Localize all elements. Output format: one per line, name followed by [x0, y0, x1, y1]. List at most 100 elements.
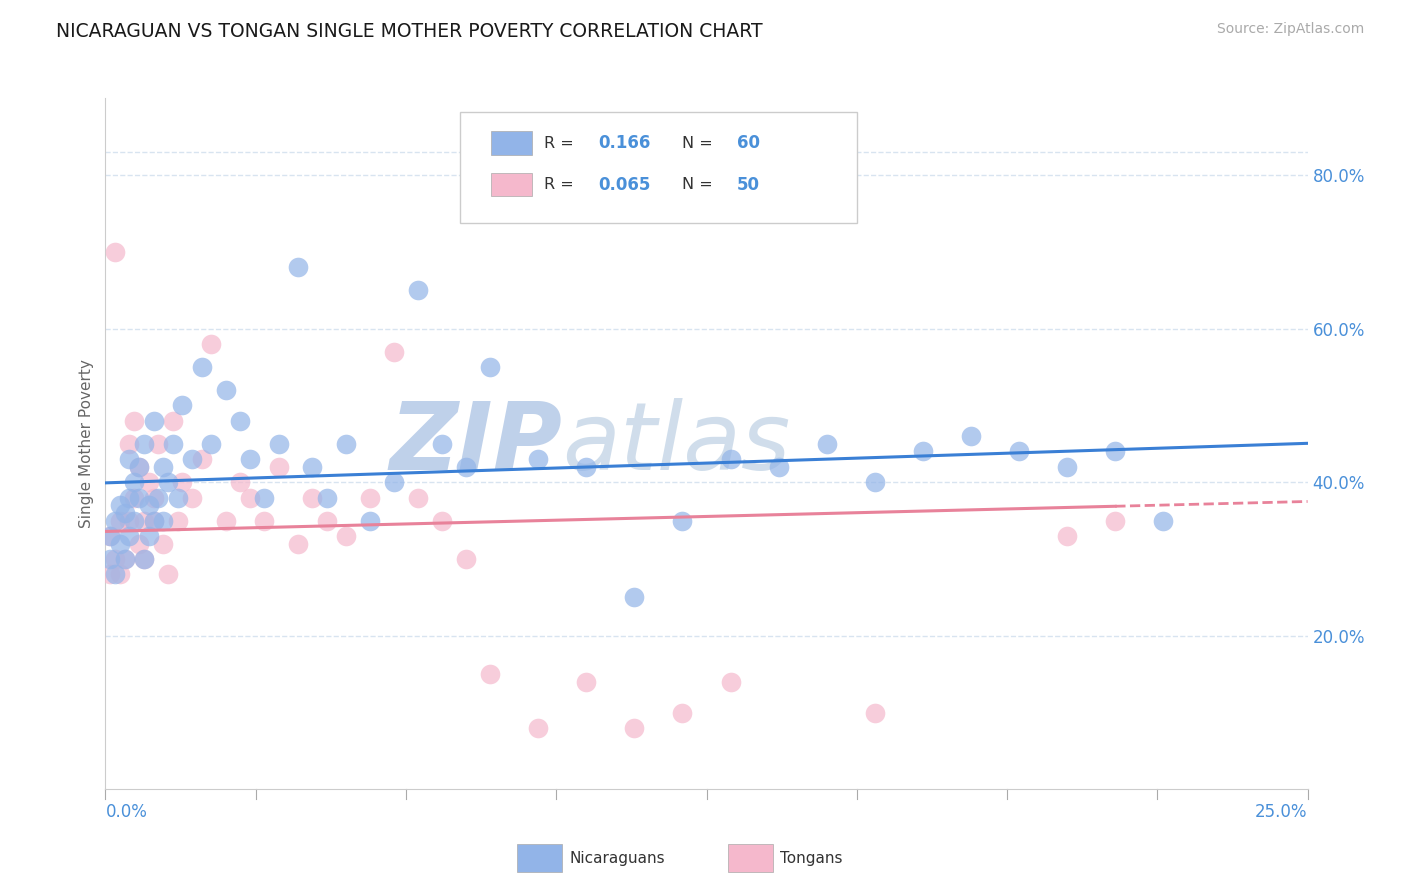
- Point: [430, 514, 453, 528]
- Point: [406, 491, 429, 505]
- Point: [190, 359, 212, 374]
- Point: [267, 437, 290, 451]
- Point: [108, 567, 131, 582]
- Point: [359, 514, 381, 528]
- Point: [315, 491, 337, 505]
- Point: [181, 491, 204, 505]
- Point: [162, 437, 184, 451]
- Point: [128, 459, 150, 474]
- Text: Source: ZipAtlas.com: Source: ZipAtlas.com: [1216, 22, 1364, 37]
- Point: [152, 536, 174, 550]
- Point: [239, 452, 262, 467]
- Point: [132, 514, 155, 528]
- Point: [623, 591, 645, 605]
- Point: [960, 429, 983, 443]
- Point: [104, 552, 127, 566]
- Point: [172, 398, 194, 412]
- Point: [181, 452, 204, 467]
- Point: [229, 414, 252, 428]
- Point: [214, 514, 236, 528]
- Text: ZIP: ZIP: [389, 398, 562, 490]
- Point: [104, 514, 127, 528]
- Point: [623, 721, 645, 735]
- Point: [267, 459, 290, 474]
- Text: R =: R =: [544, 177, 579, 192]
- Point: [190, 452, 212, 467]
- Point: [124, 514, 146, 528]
- Point: [200, 337, 222, 351]
- Point: [98, 529, 121, 543]
- Point: [166, 491, 188, 505]
- Point: [287, 536, 309, 550]
- Point: [138, 475, 160, 490]
- Text: Tongans: Tongans: [780, 851, 842, 865]
- Point: [124, 475, 146, 490]
- Point: [108, 536, 131, 550]
- Point: [479, 359, 502, 374]
- Point: [301, 459, 323, 474]
- Point: [138, 529, 160, 543]
- Point: [108, 514, 131, 528]
- Point: [156, 475, 179, 490]
- Point: [104, 244, 127, 259]
- Point: [315, 514, 337, 528]
- Point: [152, 514, 174, 528]
- Point: [454, 552, 477, 566]
- Point: [166, 514, 188, 528]
- Point: [768, 459, 790, 474]
- Text: 25.0%: 25.0%: [1256, 803, 1308, 821]
- Point: [114, 552, 136, 566]
- Point: [132, 552, 155, 566]
- Point: [253, 514, 276, 528]
- Point: [142, 514, 165, 528]
- FancyBboxPatch shape: [460, 112, 856, 223]
- Point: [148, 437, 170, 451]
- Point: [124, 414, 146, 428]
- Point: [98, 567, 121, 582]
- Point: [114, 506, 136, 520]
- Point: [128, 491, 150, 505]
- Point: [575, 459, 598, 474]
- Point: [863, 706, 886, 720]
- Point: [527, 721, 550, 735]
- Point: [214, 383, 236, 397]
- Point: [152, 459, 174, 474]
- Point: [1008, 444, 1031, 458]
- Point: [287, 260, 309, 274]
- Point: [118, 514, 141, 528]
- Point: [454, 459, 477, 474]
- Point: [132, 552, 155, 566]
- FancyBboxPatch shape: [491, 131, 533, 155]
- Point: [172, 475, 194, 490]
- Point: [335, 529, 357, 543]
- Point: [479, 667, 502, 681]
- Point: [98, 529, 121, 543]
- Point: [108, 498, 131, 512]
- Point: [114, 552, 136, 566]
- Point: [118, 452, 141, 467]
- Point: [118, 437, 141, 451]
- Point: [128, 536, 150, 550]
- Y-axis label: Single Mother Poverty: Single Mother Poverty: [79, 359, 94, 528]
- Point: [1104, 514, 1126, 528]
- Point: [815, 437, 838, 451]
- Point: [148, 491, 170, 505]
- Text: Nicaraguans: Nicaraguans: [569, 851, 665, 865]
- Text: 50: 50: [737, 176, 759, 194]
- Point: [1056, 459, 1078, 474]
- Text: 0.0%: 0.0%: [105, 803, 148, 821]
- Point: [911, 444, 934, 458]
- Point: [118, 491, 141, 505]
- Point: [301, 491, 323, 505]
- Point: [156, 567, 179, 582]
- Text: R =: R =: [544, 136, 579, 151]
- Point: [162, 414, 184, 428]
- Text: N =: N =: [682, 177, 718, 192]
- Point: [359, 491, 381, 505]
- Text: 0.065: 0.065: [599, 176, 651, 194]
- Point: [575, 674, 598, 689]
- Text: 0.166: 0.166: [599, 134, 651, 152]
- Point: [720, 452, 742, 467]
- Point: [1152, 514, 1174, 528]
- Point: [128, 459, 150, 474]
